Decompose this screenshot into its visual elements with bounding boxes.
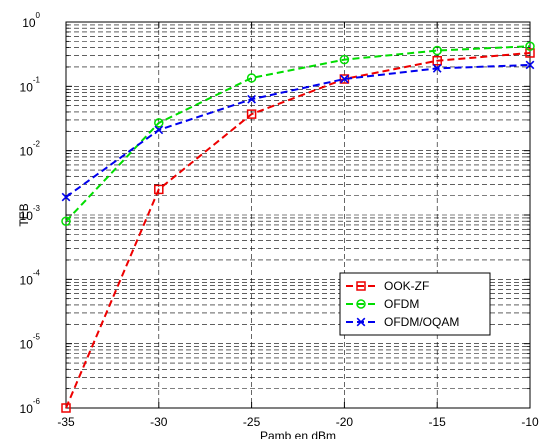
- legend-marker: [356, 299, 366, 309]
- legend-item-ofdm: OFDM: [346, 297, 419, 311]
- data-point-ofdm-oqam: [340, 74, 349, 84]
- y-tick-label: 10-5: [20, 333, 41, 352]
- series-ofdm: [61, 41, 535, 226]
- x-tick-label: -25: [243, 415, 261, 429]
- series-layer: [61, 41, 535, 413]
- legend-label: OFDM/OQAM: [384, 315, 459, 329]
- y-tick-label: 10-4: [20, 268, 41, 287]
- data-point-ofdm-oqam: [432, 64, 442, 73]
- data-point-ofdm-oqam: [525, 60, 535, 70]
- series-line-ook-zf: [65, 51, 531, 409]
- data-point-ofdm-oqam: [154, 125, 164, 135]
- y-tick-label: 10-6: [20, 397, 41, 416]
- data-point-ook-zf: [246, 109, 257, 119]
- data-point-ofdm: [154, 118, 164, 128]
- data-point-ook-zf: [432, 55, 442, 66]
- x-tick-label: -10: [521, 415, 539, 429]
- legend-item-ook-zf: OOK-ZF: [346, 279, 429, 293]
- legend-label: OOK-ZF: [384, 279, 429, 293]
- y-tick-label: 10-1: [20, 75, 41, 94]
- y-tick-label: 100: [22, 11, 40, 30]
- x-tick-label: -15: [429, 415, 447, 429]
- y-tick-labels: 10-6 10-5 10-4 10-3 10-2 10-1 100: [20, 11, 41, 416]
- x-tick-label: -20: [336, 415, 354, 429]
- series-line-ofdm: [65, 45, 531, 222]
- legend-item-ofdm-oqam: OFDM/OQAM: [346, 315, 459, 329]
- legend-marker: [356, 317, 366, 327]
- series-line-ofdm-oqam: [65, 63, 531, 198]
- data-point-ook-zf: [154, 184, 164, 195]
- legend-label: OFDM: [384, 297, 419, 311]
- data-point-ook-zf: [61, 403, 71, 413]
- major-grid: [66, 22, 530, 408]
- data-point-ofdm: [246, 73, 257, 83]
- data-point-ofdm: [432, 45, 442, 56]
- series-ofdm-oqam: [61, 60, 535, 202]
- data-point-ofdm: [339, 54, 350, 65]
- legend-marker: [356, 281, 366, 291]
- data-point-ofdm-oqam: [247, 94, 256, 104]
- x-tick-labels: -35 -30 -25 -20 -15 -10: [57, 415, 539, 429]
- data-point-ofdm: [525, 41, 535, 51]
- y-tick-label: 10-3: [20, 204, 41, 223]
- y-tick-label: 10-2: [20, 140, 41, 159]
- x-tick-label: -35: [57, 415, 75, 429]
- y-axis-label: TEB: [17, 203, 31, 226]
- legend: OOK-ZF OFDM OFDM/OQAM: [339, 272, 491, 336]
- series-ook-zf: [61, 48, 535, 413]
- data-point-ofdm: [61, 216, 71, 226]
- axis-ticks: [65, 21, 531, 409]
- x-tick-label: -30: [150, 415, 168, 429]
- x-axis-label: Pamb en dBm: [260, 429, 336, 439]
- data-point-ofdm-oqam: [61, 192, 71, 202]
- data-point-ook-zf: [525, 48, 535, 58]
